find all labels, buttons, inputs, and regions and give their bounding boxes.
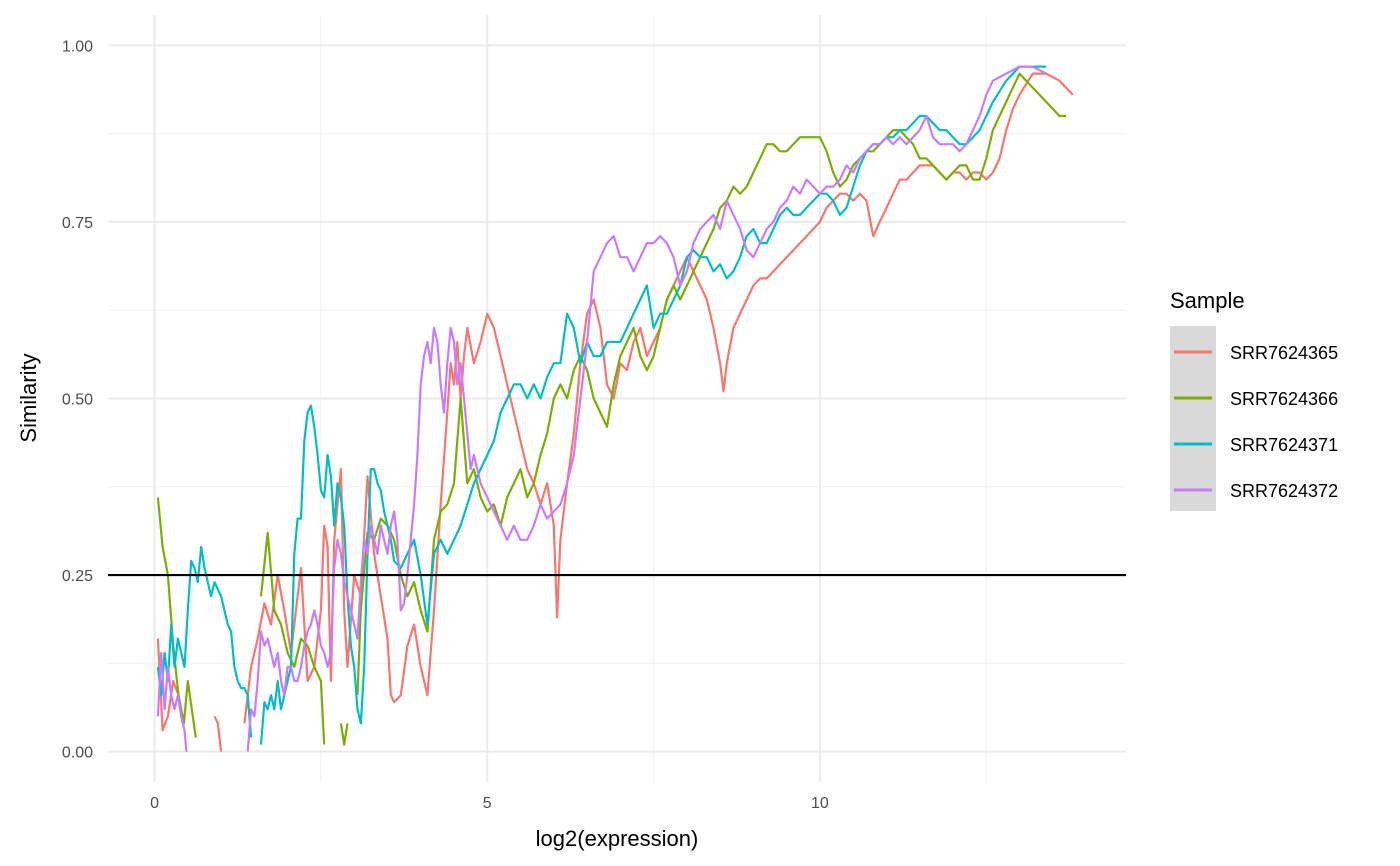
legend-label-SRR7624372: SRR7624372	[1230, 481, 1338, 501]
y-tick-label: 0.25	[62, 568, 93, 585]
x-tick-label: 0	[150, 795, 159, 812]
legend: Sample SRR7624365SRR7624366SRR7624371SRR…	[1170, 288, 1338, 511]
series-line-SRR7624366	[356, 72, 1067, 696]
series-line-SRR7624366	[339, 723, 349, 746]
series-SRR7624372	[156, 65, 1047, 752]
x-axis-title: log2(expression)	[536, 826, 699, 851]
legend-key-background	[1170, 326, 1216, 511]
series-line-SRR7624366	[259, 531, 326, 745]
tick-layer: 0 5 10 0.00 0.25 0.50 0.75 1.00	[62, 38, 829, 812]
legend-label-SRR7624366: SRR7624366	[1230, 389, 1338, 409]
series-SRR7624366	[156, 72, 1067, 746]
series-line-SRR7624372	[156, 651, 188, 752]
y-tick-label: 1.00	[62, 38, 93, 55]
x-tick-label: 10	[811, 795, 829, 812]
series-SRR7624365	[156, 72, 1074, 752]
series-layer	[156, 65, 1074, 752]
legend-items: SRR7624365 SRR7624366 SRR7624371 SRR7624372	[1174, 343, 1338, 501]
y-tick-label: 0.00	[62, 745, 93, 762]
series-line-SRR7624365	[213, 715, 223, 752]
legend-label-SRR7624371: SRR7624371	[1230, 435, 1338, 455]
legend-label-SRR7624365: SRR7624365	[1230, 343, 1338, 363]
series-line-SRR7624372	[246, 65, 1047, 752]
legend-title: Sample	[1170, 288, 1245, 313]
series-SRR7624371	[156, 65, 1047, 745]
y-tick-label: 0.50	[62, 392, 93, 409]
y-axis-title: Similarity	[16, 353, 41, 442]
y-tick-label: 0.75	[62, 215, 93, 232]
series-line-SRR7624371	[156, 545, 253, 738]
x-tick-label: 5	[483, 795, 492, 812]
series-line-SRR7624365	[243, 72, 1074, 724]
